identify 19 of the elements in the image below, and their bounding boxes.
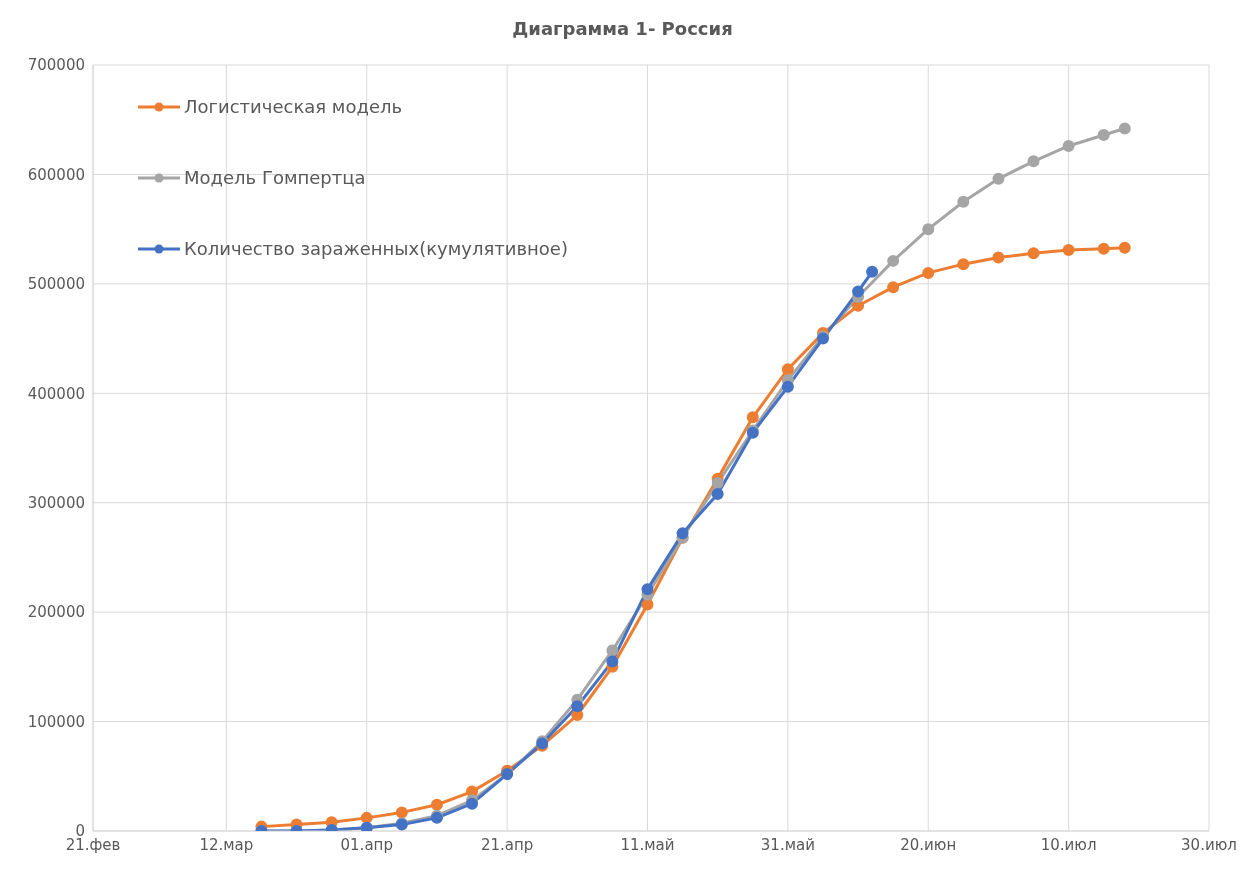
x-tick-label: 01.апр: [340, 835, 393, 854]
x-tick-label: 30.июл: [1181, 835, 1237, 854]
legend-label: Модель Гомпертца: [184, 167, 366, 188]
legend-label: Логистическая модель: [184, 96, 403, 117]
chart-title: Диаграмма 1- Россия: [511, 17, 734, 41]
x-tick-label: 11.май: [620, 835, 675, 854]
y-tick-label: 300000: [27, 494, 85, 513]
x-tick-label: 12.мар: [199, 835, 254, 854]
y-tick-label: 700000: [27, 56, 85, 75]
x-tick-label: 21.апр: [480, 835, 534, 854]
y-tick-label: 500000: [27, 275, 85, 294]
x-tick-label: 10.июл: [1040, 835, 1097, 854]
y-tick-label: 400000: [27, 384, 85, 403]
x-tick-label: 20.июн: [900, 835, 957, 854]
legend-label: Количество зараженных(кумулятивное): [184, 238, 568, 259]
y-tick-label: 600000: [27, 165, 85, 184]
y-tick-label: 100000: [27, 712, 85, 731]
y-tick-label: 200000: [27, 603, 85, 622]
x-tick-label: 31.май: [760, 835, 815, 854]
